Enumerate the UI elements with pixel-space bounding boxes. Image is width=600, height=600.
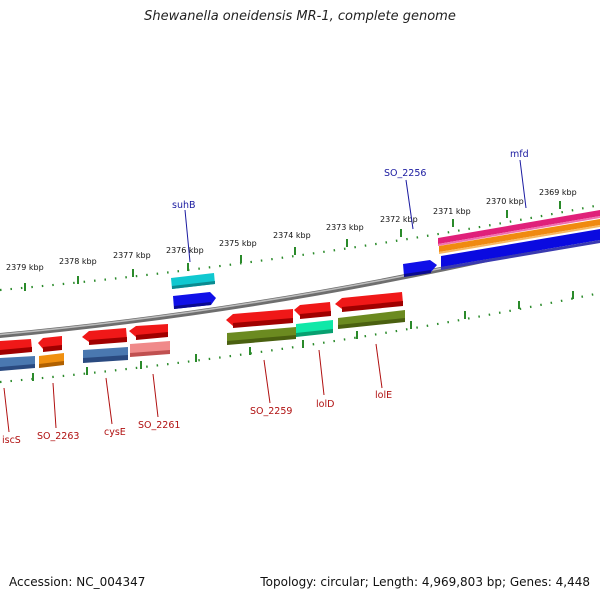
gene-SO_2263-red[interactable] <box>38 336 62 352</box>
gene-lolD-red[interactable] <box>294 302 331 319</box>
gene-cysE-red[interactable] <box>82 328 127 345</box>
kbp-label: 2377 kbp <box>113 251 151 260</box>
gene-SO_2256[interactable] <box>403 260 437 277</box>
gene-lolE-red[interactable] <box>335 292 403 312</box>
top-gene-labels: suhB SO_2256 mfd <box>172 149 529 211</box>
kbp-label: 2376 kbp <box>166 246 204 255</box>
gene-label-cysE[interactable]: cysE <box>104 427 126 438</box>
kbp-label: 2372 kbp <box>380 215 418 224</box>
bottom-callouts <box>3 343 383 433</box>
gene-label-SO_2261[interactable]: SO_2261 <box>138 420 180 431</box>
gene-suhB-blue[interactable] <box>173 292 216 309</box>
kbp-label: 2379 kbp <box>6 263 44 272</box>
kbp-label: 2373 kbp <box>326 223 364 232</box>
lower-tick-ruler <box>0 291 600 384</box>
gene-iscS-red[interactable] <box>0 339 32 355</box>
map-title: Shewanella oneidensis MR-1, complete gen… <box>144 9 456 24</box>
gene-lolE-green[interactable] <box>338 310 405 329</box>
gene-suhB-cyan[interactable] <box>171 273 215 289</box>
upper-tick-ruler <box>0 203 600 292</box>
gene-label-mfd[interactable]: mfd <box>510 149 529 160</box>
gene-SO_2261-red[interactable] <box>129 324 168 340</box>
gene-SO_2263-orange[interactable] <box>39 353 64 368</box>
gene-SO_2261-pink[interactable] <box>130 341 170 357</box>
kbp-label: 2375 kbp <box>219 239 257 248</box>
gene-cysE-blue[interactable] <box>83 347 128 363</box>
upper-major-ticks <box>24 201 561 291</box>
gene-SO_2259-green[interactable] <box>227 327 296 345</box>
kbp-label: 2378 kbp <box>59 257 97 266</box>
gene-lolD-teal[interactable] <box>296 320 333 337</box>
kbp-label: 2371 kbp <box>433 207 471 216</box>
kbp-labels: 2379 kbp 2378 kbp 2377 kbp 2376 kbp 2375… <box>6 188 577 272</box>
bottom-gene-labels: iscS SO_2263 cysE SO_2261 SO_2259 lolD l… <box>2 390 392 446</box>
gene-label-suhB[interactable]: suhB <box>172 200 196 211</box>
gene-label-SO_2259[interactable]: SO_2259 <box>250 406 292 417</box>
accession-text: Accession: NC_004347 <box>9 575 146 589</box>
kbp-label: 2369 kbp <box>539 188 577 197</box>
topology-text: Topology: circular; Length: 4,969,803 bp… <box>260 575 590 589</box>
kbp-label: 2370 kbp <box>486 197 524 206</box>
gene-label-lolE[interactable]: lolE <box>375 390 392 401</box>
top-callouts <box>184 159 527 263</box>
gene-SO_2259-red[interactable] <box>226 309 293 328</box>
gene-label-SO_2256[interactable]: SO_2256 <box>384 168 426 179</box>
gene-label-iscS[interactable]: iscS <box>2 435 21 446</box>
gene-label-SO_2263[interactable]: SO_2263 <box>37 431 79 442</box>
gene-iscS-blue[interactable] <box>0 356 35 371</box>
gene-label-lolD[interactable]: lolD <box>316 399 334 410</box>
kbp-label: 2374 kbp <box>273 231 311 240</box>
lower-major-ticks <box>32 291 574 381</box>
gene-mfd[interactable] <box>438 210 600 270</box>
